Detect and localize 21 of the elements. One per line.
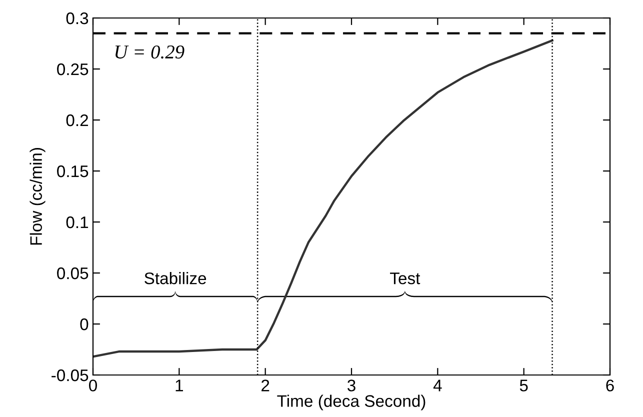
x-tick-label: 6 xyxy=(606,380,614,392)
x-tick-label: 3 xyxy=(348,380,356,392)
y-tick-label: -0.05 xyxy=(52,369,88,382)
y-tick-label: 0 xyxy=(80,318,88,330)
y-tick-label: 0.15 xyxy=(57,165,88,178)
x-tick-label: 5 xyxy=(520,380,528,392)
y-tick-label: 0.25 xyxy=(57,63,88,76)
x-tick-label: 0 xyxy=(89,380,97,392)
annotation: Test xyxy=(390,272,420,284)
y-tick-label: 0.3 xyxy=(66,12,88,24)
x-tick-label: 2 xyxy=(262,380,270,392)
y-tick-label: 0.2 xyxy=(66,114,88,126)
x-axis-title: Time (deca Second) xyxy=(277,394,426,410)
x-tick-label: 1 xyxy=(176,380,183,392)
y-tick-label: 0.1 xyxy=(66,216,88,228)
annotation: U = 0.29 xyxy=(115,45,184,59)
y-tick-label: 0.05 xyxy=(57,267,88,280)
annotation: Stabilize xyxy=(144,272,206,284)
x-tick-label: 4 xyxy=(433,380,442,392)
line-series xyxy=(93,39,554,358)
y-axis-title: Flow (cc/min) xyxy=(30,148,46,245)
